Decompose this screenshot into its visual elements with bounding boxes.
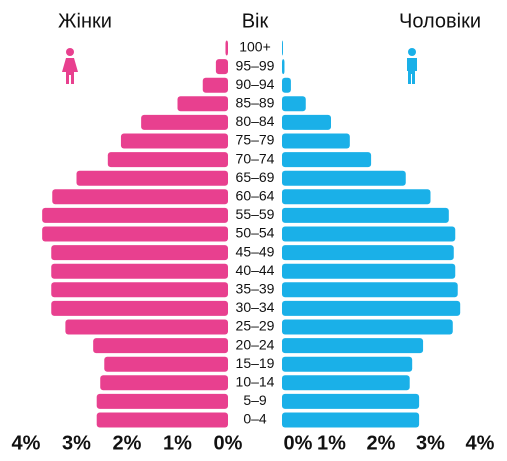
female-bar [65,319,228,335]
female-bar [141,114,228,130]
male-bar [282,59,285,75]
age-label: 5–9 [243,392,267,408]
x-tick-label-right: 4% [466,432,495,454]
female-bar [51,282,228,298]
age-label: 75–79 [236,132,275,148]
male-bar [282,300,461,316]
male-bar [282,245,454,261]
female-bar [177,96,228,112]
age-label: 25–29 [236,318,275,334]
age-label: 0–4 [243,411,267,427]
age-label: 95–99 [236,57,275,73]
age-label: 80–84 [236,113,275,129]
female-bar [51,245,228,261]
x-tick-label-left: 3% [62,432,91,454]
male-bar [282,40,283,56]
age-label: 30–34 [236,299,275,315]
female-bar [76,170,228,186]
age-label: 100+ [239,39,271,55]
female-bar [225,40,228,56]
female-bar [104,356,228,372]
age-label: 45–49 [236,243,275,259]
male-bar [282,338,424,354]
male-bar [282,263,456,279]
male-bar [282,133,350,149]
age-label: 90–94 [236,76,275,92]
age-label: 60–64 [236,188,275,204]
age-label: 10–14 [236,374,275,390]
male-bar [282,356,413,372]
female-icon [62,48,78,84]
x-tick-label-left: 4% [12,432,41,454]
age-label: 50–54 [236,225,275,241]
female-bar [42,226,228,242]
female-bar [202,77,228,93]
age-label: 65–69 [236,169,275,185]
female-bar [120,133,228,149]
y-axis-label: Вік [242,10,269,32]
female-bar [51,263,228,279]
male-bar [282,226,456,242]
male-bar [282,375,410,391]
female-bar [96,412,228,428]
male-bar [282,96,306,112]
male-bar [282,152,372,168]
x-tick-label-left: 1% [163,432,192,454]
female-bar [107,152,228,168]
female-bar [42,207,228,223]
x-tick-label-left: 0% [214,432,243,454]
age-label: 15–19 [236,355,275,371]
x-tick-label-right: 2% [367,432,396,454]
age-label: 35–39 [236,281,275,297]
male-bar [282,170,406,186]
female-bar [52,189,229,205]
x-tick-label-right: 3% [416,432,445,454]
male-bar [282,282,458,298]
female-bar [215,59,228,75]
age-label: 70–74 [236,150,275,166]
female-bar [51,300,228,316]
age-label: 40–44 [236,262,275,278]
female-bar [96,393,228,409]
male-bar [282,114,332,130]
male-bar [282,393,420,409]
female-bar [93,338,228,354]
legend-female: Жінки [58,10,112,32]
age-label: 85–89 [236,95,275,111]
male-bar [282,319,453,335]
age-label: 55–59 [236,206,275,222]
male-bar [282,189,431,205]
legend-male: Чоловіки [399,10,481,32]
female-bar [100,375,228,391]
male-icon [407,48,417,84]
male-bar [282,77,291,93]
x-tick-label-right: 0% [284,432,313,454]
age-label: 20–24 [236,336,275,352]
male-bar [282,207,449,223]
x-tick-label-right: 1% [317,432,346,454]
male-bar [282,412,420,428]
x-tick-label-left: 2% [113,432,142,454]
